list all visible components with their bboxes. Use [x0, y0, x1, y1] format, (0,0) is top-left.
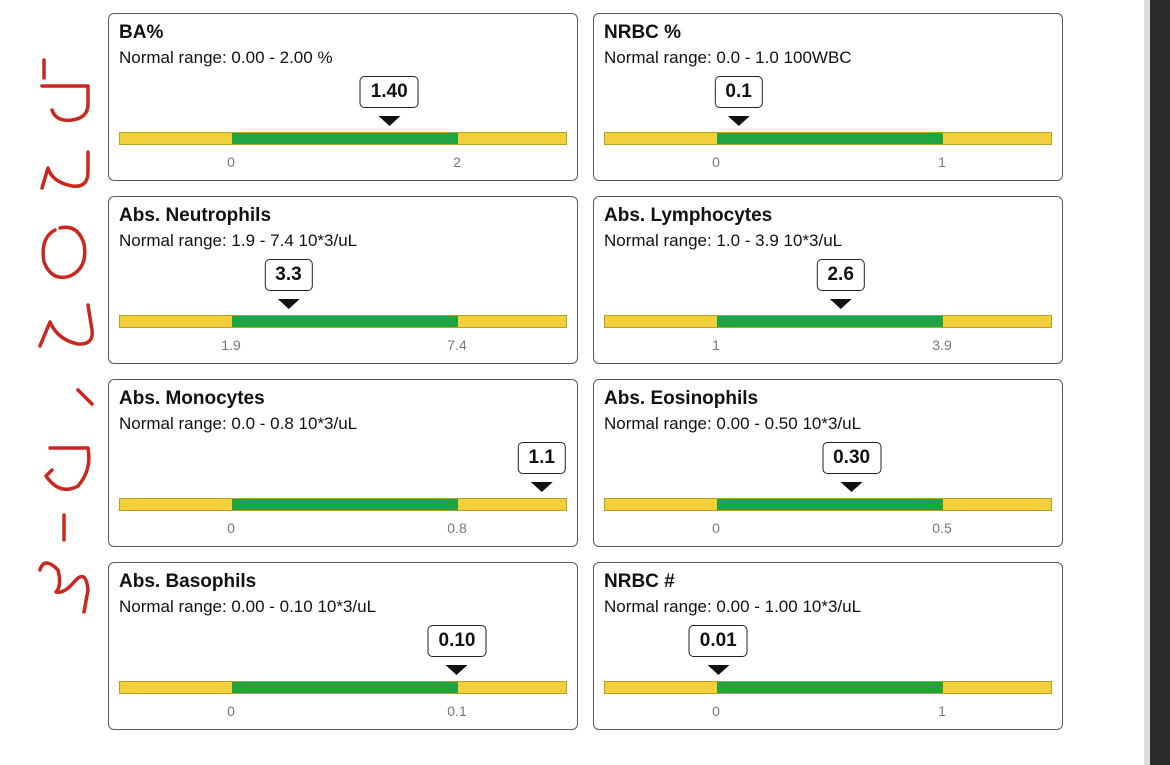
value-marker: 0.30: [822, 442, 882, 492]
normal-range-segment: [232, 316, 458, 327]
result-title: NRBC %: [604, 22, 682, 43]
value-marker: 0.10: [427, 625, 487, 675]
result-title: Abs. Neutrophils: [119, 205, 272, 226]
range-bar: [604, 681, 1052, 694]
high-limit-label: 0.8: [447, 520, 467, 536]
normal-range-text: Normal range: 0.00 - 0.10 10*3/uL: [119, 597, 377, 616]
value-marker: 0.1: [714, 76, 763, 126]
low-limit-label: 0: [712, 154, 720, 170]
result-card: Abs. Neutrophils Normal range: 1.9 - 7.4 …: [108, 196, 578, 364]
result-title: NRBC #: [604, 571, 675, 592]
range-bar: [119, 315, 567, 328]
result-card: BA% Normal range: 0.00 - 2.00 % 0 2 1.40: [108, 13, 578, 181]
range-bar: [604, 132, 1052, 145]
normal-range-segment: [717, 133, 943, 144]
high-limit-label: 3.9: [932, 337, 952, 353]
result-title: Abs. Lymphocytes: [604, 205, 773, 226]
normal-range-text: Normal range: 1.9 - 7.4 10*3/uL: [119, 231, 358, 250]
high-limit-label: 2: [453, 154, 461, 170]
normal-range-segment: [232, 682, 458, 693]
low-limit-label: 0: [712, 520, 720, 536]
normal-range-text: Normal range: 0.00 - 1.00 10*3/uL: [604, 597, 862, 616]
normal-range-text: Normal range: 0.0 - 0.8 10*3/uL: [119, 414, 358, 433]
high-limit-label: 0.5: [932, 520, 952, 536]
normal-range-segment: [232, 133, 458, 144]
result-value: 1.40: [359, 76, 419, 108]
page-edge-light: [1144, 0, 1150, 765]
normal-range-segment: [232, 499, 458, 510]
range-bar: [119, 498, 567, 511]
value-marker: 1.40: [359, 76, 419, 126]
low-limit-label: 0: [227, 154, 235, 170]
result-card: Abs. Basophils Normal range: 0.00 - 0.10 …: [108, 562, 578, 730]
result-value: 3.3: [264, 259, 313, 291]
down-arrow-icon: [840, 482, 863, 492]
normal-range-segment: [717, 682, 943, 693]
normal-range-text: Normal range: 0.00 - 2.00 %: [119, 48, 333, 67]
normal-range-text: Normal range: 0.00 - 0.50 10*3/uL: [604, 414, 862, 433]
low-limit-label: 1.9: [221, 337, 241, 353]
down-arrow-icon: [829, 299, 852, 309]
result-card: NRBC # Normal range: 0.00 - 1.00 10*3/uL 0…: [593, 562, 1063, 730]
result-title: BA%: [119, 22, 164, 43]
low-limit-label: 1: [712, 337, 720, 353]
value-marker: 0.01: [688, 625, 748, 675]
normal-range-text: Normal range: 0.0 - 1.0 100WBC: [604, 48, 852, 67]
low-limit-label: 0: [227, 703, 235, 719]
down-arrow-icon: [378, 116, 401, 126]
down-arrow-icon: [727, 116, 750, 126]
range-bar: [119, 132, 567, 145]
result-card: Abs. Eosinophils Normal range: 0.00 - 0.5…: [593, 379, 1063, 547]
result-value: 0.1: [714, 76, 763, 108]
value-marker: 2.6: [816, 259, 865, 309]
down-arrow-icon: [277, 299, 300, 309]
value-marker: 1.1: [517, 442, 566, 492]
range-bar: [604, 498, 1052, 511]
result-card: Abs. Monocytes Normal range: 0.0 - 0.8 10…: [108, 379, 578, 547]
normal-range-segment: [717, 499, 943, 510]
high-limit-label: 0.1: [447, 703, 467, 719]
result-card: Abs. Lymphocytes Normal range: 1.0 - 3.9 …: [593, 196, 1063, 364]
range-bar: [604, 315, 1052, 328]
result-title: Abs. Monocytes: [119, 388, 265, 409]
result-value: 1.1: [517, 442, 566, 474]
normal-range-segment: [717, 316, 943, 327]
down-arrow-icon: [530, 482, 553, 492]
high-limit-label: 7.4: [447, 337, 467, 353]
handwritten-date-annotation: [38, 58, 94, 614]
low-limit-label: 0: [712, 703, 720, 719]
result-title: Abs. Eosinophils: [604, 388, 759, 409]
normal-range-text: Normal range: 1.0 - 3.9 10*3/uL: [604, 231, 843, 250]
result-value: 0.01: [688, 625, 748, 657]
result-value: 0.30: [822, 442, 882, 474]
result-value: 2.6: [816, 259, 865, 291]
range-bar: [119, 681, 567, 694]
high-limit-label: 1: [938, 703, 946, 719]
result-value: 0.10: [427, 625, 487, 657]
down-arrow-icon: [445, 665, 468, 675]
low-limit-label: 0: [227, 520, 235, 536]
result-card: NRBC % Normal range: 0.0 - 1.0 100WBC 0 1 0.…: [593, 13, 1063, 181]
high-limit-label: 1: [938, 154, 946, 170]
result-title: Abs. Basophils: [119, 571, 257, 592]
page-edge-dark: [1150, 0, 1170, 765]
value-marker: 3.3: [264, 259, 313, 309]
down-arrow-icon: [707, 665, 730, 675]
